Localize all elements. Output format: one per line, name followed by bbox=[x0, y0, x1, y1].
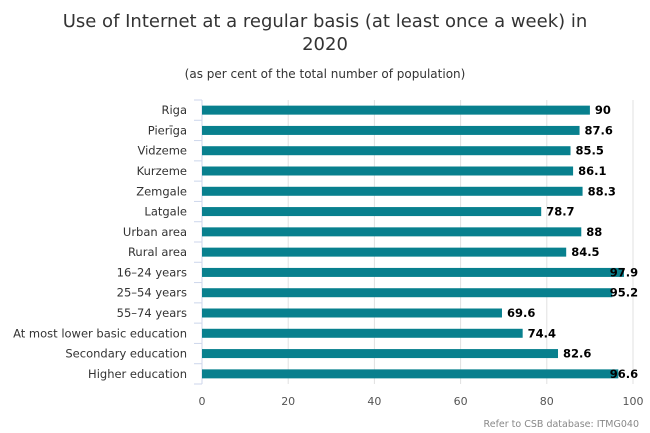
data-label: 95.2 bbox=[610, 286, 638, 300]
bar[interactable] bbox=[202, 207, 542, 217]
bar[interactable] bbox=[202, 166, 574, 176]
x-tick-label: 60 bbox=[454, 395, 468, 408]
category-label: 55–74 years bbox=[117, 306, 187, 320]
x-tick-label: 40 bbox=[367, 395, 381, 408]
category-label: Zemgale bbox=[136, 184, 187, 198]
category-label: Higher education bbox=[88, 367, 187, 381]
credit-text[interactable]: Refer to CSB database: ITMG040 bbox=[484, 419, 639, 430]
data-label: 87.6 bbox=[585, 123, 613, 137]
category-label: Rural area bbox=[128, 245, 187, 259]
chart-title-line-1: Use of Internet at a regular basis (at l… bbox=[63, 11, 588, 32]
bar[interactable] bbox=[202, 125, 580, 135]
bar[interactable] bbox=[202, 227, 582, 237]
x-tick-label: 80 bbox=[540, 395, 554, 408]
bar[interactable] bbox=[202, 267, 624, 277]
data-label: 88 bbox=[586, 225, 602, 239]
category-labels: Riga Pierīga Vidzeme Kurzeme Zemgale Latgale U… bbox=[13, 103, 187, 381]
category-label: Secondary education bbox=[65, 347, 187, 361]
bar[interactable] bbox=[202, 186, 583, 196]
category-label: Vidzeme bbox=[138, 144, 188, 158]
data-label: 74.4 bbox=[528, 326, 556, 340]
category-label: 16–24 years bbox=[117, 265, 187, 279]
data-label: 96.6 bbox=[610, 367, 638, 381]
data-label: 84.5 bbox=[571, 245, 599, 259]
category-label: Urban area bbox=[123, 225, 187, 239]
data-label: 82.6 bbox=[563, 347, 591, 361]
data-label: 78.7 bbox=[546, 205, 574, 219]
data-label: 69.6 bbox=[507, 306, 535, 320]
chart-subtitle: (as per cent of the total number of popu… bbox=[185, 67, 466, 81]
category-label: Riga bbox=[161, 103, 187, 117]
data-label: 97.9 bbox=[610, 265, 638, 279]
x-axis-tick-labels: 0 20 40 60 80 100 bbox=[199, 395, 644, 408]
bar[interactable] bbox=[202, 349, 559, 359]
category-label: Kurzeme bbox=[137, 164, 187, 178]
bar[interactable] bbox=[202, 146, 571, 156]
bar[interactable] bbox=[202, 308, 502, 318]
category-label: 25–54 years bbox=[117, 286, 187, 300]
data-labels: 90 87.6 85.5 86.1 88.3 78.7 88 84.5 97.9 95.2 69.6… bbox=[507, 103, 638, 381]
bar[interactable] bbox=[202, 369, 619, 379]
x-tick-label: 100 bbox=[623, 395, 644, 408]
data-label: 88.3 bbox=[588, 184, 616, 198]
x-tick-label: 20 bbox=[281, 395, 295, 408]
bars bbox=[202, 105, 624, 379]
chart-title-line-2: 2020 bbox=[302, 34, 348, 55]
data-label: 85.5 bbox=[576, 144, 604, 158]
category-label: Pierīga bbox=[148, 123, 187, 137]
bar[interactable] bbox=[202, 247, 567, 257]
category-label: At most lower basic education bbox=[13, 326, 187, 340]
data-label: 90 bbox=[595, 103, 611, 117]
bar[interactable] bbox=[202, 328, 523, 338]
x-tick-label: 0 bbox=[199, 395, 206, 408]
category-label: Latgale bbox=[144, 205, 187, 219]
data-label: 86.1 bbox=[578, 164, 606, 178]
bar[interactable] bbox=[202, 105, 590, 115]
grid bbox=[194, 99, 634, 385]
bar[interactable] bbox=[202, 288, 613, 298]
